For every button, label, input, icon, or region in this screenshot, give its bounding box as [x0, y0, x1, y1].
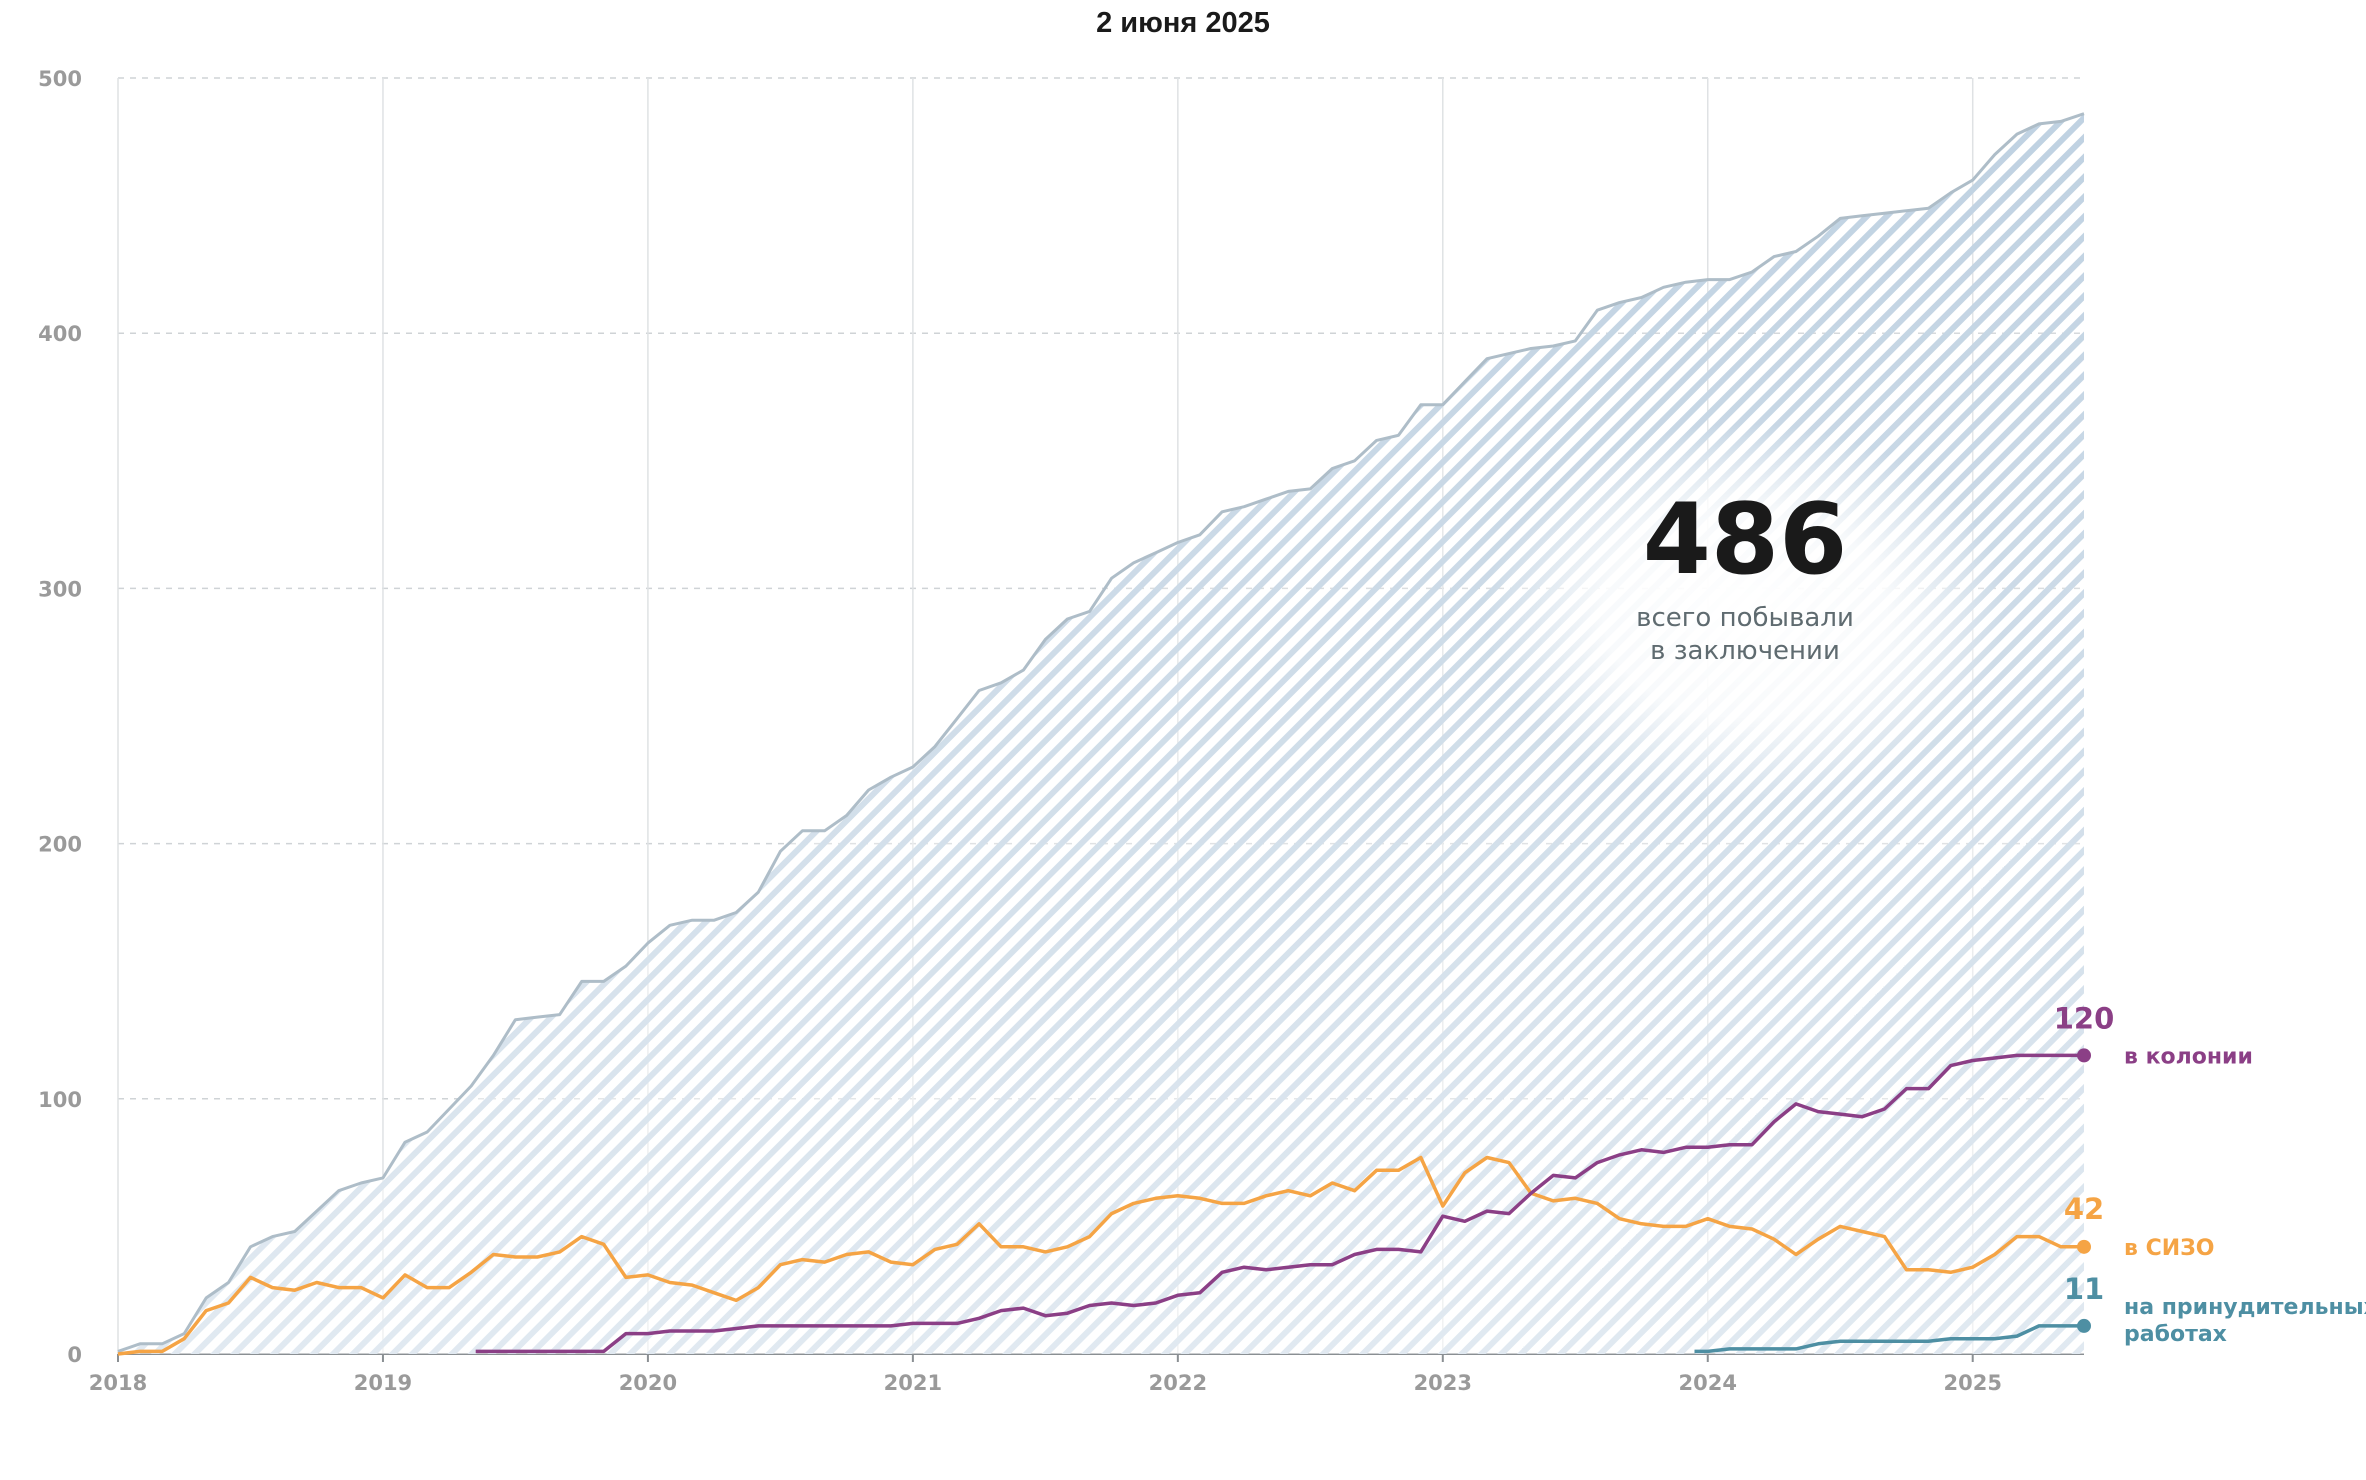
- y-tick-label: 300: [38, 577, 82, 601]
- sizo-series-line: [117, 1155, 2084, 1356]
- sizo-end-marker: [2077, 1239, 2091, 1254]
- y-tick-label: 500: [38, 67, 82, 91]
- chart-title: 2 июня 2025: [1096, 7, 1270, 39]
- y-tick-label: 200: [38, 833, 82, 857]
- y-tick-label: 100: [38, 1088, 82, 1112]
- total-count: 486: [1643, 483, 1848, 597]
- forced-labor-legend-label-line-1: на принудительных: [2124, 1295, 2366, 1320]
- total-caption-line-1: всего побывали: [1636, 603, 1854, 633]
- x-tick-label: 2018: [89, 1371, 147, 1395]
- colony-legend-label: в колонии: [2124, 1044, 2253, 1069]
- total-area-layer: [118, 113, 2084, 1355]
- x-tick-label: 2023: [1414, 1371, 1472, 1395]
- x-tick-label: 2020: [619, 1371, 677, 1395]
- colony-series-line: [475, 1053, 2084, 1354]
- total-area-fade: [118, 113, 2084, 1355]
- sizo-legend-label: в СИЗО: [2124, 1236, 2214, 1261]
- total-annotation: 486 всего побывали в заключении: [1485, 423, 2005, 803]
- x-tick-label: 2022: [1149, 1371, 1207, 1395]
- x-tick-label: 2021: [884, 1371, 942, 1395]
- sizo-end-value: 42: [2064, 1192, 2104, 1226]
- total-series-line: [117, 112, 2085, 1353]
- x-tick-label: 2024: [1679, 1371, 1737, 1395]
- y-tick-label: 400: [38, 322, 82, 346]
- total-caption-line-2: в заключении: [1650, 636, 1840, 666]
- x-tick-label: 2025: [1943, 1371, 2001, 1395]
- x-axis: 2018 2019 2020 2021 2022 2023 2024 2025: [89, 1354, 2002, 1395]
- annotation-glow: [1485, 423, 2005, 803]
- y-tick-label: 0: [67, 1343, 82, 1367]
- colony-end-value: 120: [2054, 1001, 2115, 1035]
- forced-labor-legend-label-line-2: работах: [2124, 1322, 2227, 1347]
- forced-labor-end-value: 11: [2064, 1272, 2104, 1306]
- colony-end-marker: [2077, 1048, 2091, 1063]
- series-lines: [117, 112, 2091, 1356]
- y-axis: 0 100 200 300 400 500: [38, 67, 82, 1367]
- x-tick-label: 2019: [354, 1371, 412, 1395]
- series-end-labels: 120 в колонии 42 в СИЗО 11 на принудител…: [2054, 1001, 2366, 1347]
- forced_labor-end-marker: [2077, 1318, 2091, 1333]
- forced_labor-series-line: [1694, 1324, 2084, 1354]
